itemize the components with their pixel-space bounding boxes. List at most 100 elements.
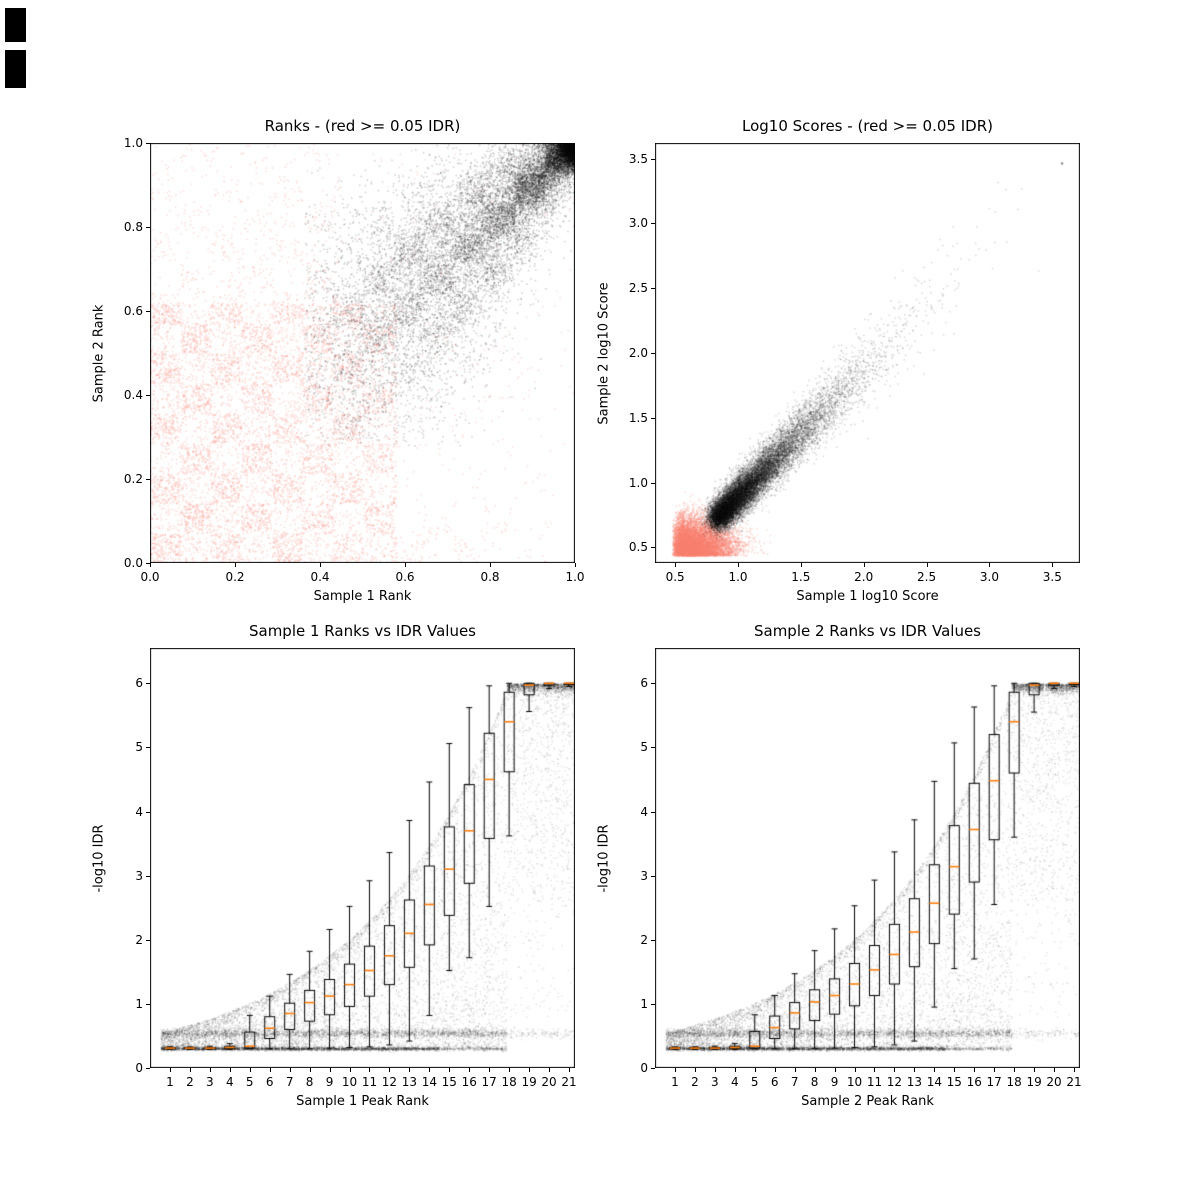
x-tick-label: 21 (1066, 1075, 1082, 1089)
x-tick-label: 2.0 (854, 570, 874, 584)
x-tick-mark (349, 1068, 351, 1072)
x-tick-mark (834, 1068, 836, 1072)
subplot-log10-scores: Log10 Scores - (red >= 0.05 IDR) Sample … (597, 117, 1080, 604)
y-tick-label: 2 (640, 932, 648, 947)
x-tick-mark (235, 563, 236, 567)
x-tick-mark (774, 1068, 776, 1072)
x-tick-label: 8 (305, 1075, 314, 1089)
x-tick-mark (209, 1068, 211, 1072)
x-tick-label: 14 (926, 1075, 942, 1089)
y-tick-label: 1.0 (628, 475, 648, 490)
x-tick-mark (549, 1068, 551, 1072)
x-tick-mark (229, 1068, 231, 1072)
y-tick-label: 0.5 (628, 540, 648, 555)
y-tick-mark (146, 939, 150, 941)
y-axis-label: Sample 2 Rank (91, 304, 107, 402)
y-tick-label: 1.0 (123, 136, 143, 150)
x-tick-label: 16 (966, 1075, 982, 1089)
y-tick-mark (146, 683, 150, 685)
x-tick-mark (934, 1068, 936, 1072)
y-tick-mark (651, 417, 655, 419)
y-tick-mark (146, 227, 150, 228)
y-tick-label: 0.0 (123, 556, 143, 570)
y-tick-label: 3 (640, 868, 648, 883)
y-tick-mark (651, 547, 655, 549)
y-tick-label: 1 (135, 996, 143, 1011)
plot-title: Sample 1 Ranks vs IDR Values (248, 622, 476, 640)
subplot-sample2-idr: Sample 2 Ranks vs IDR Values -log10 IDR … (597, 622, 1082, 1109)
x-tick-label: 3.0 (979, 570, 999, 584)
y-tick-label: 0.8 (123, 220, 143, 234)
x-tick-label: 14 (421, 1075, 437, 1089)
y-tick-mark (651, 353, 655, 354)
x-tick-label: 12 (381, 1075, 398, 1089)
x-tick-label: 19 (521, 1075, 537, 1089)
y-tick-mark (651, 939, 655, 941)
y-tick-label: 0.6 (123, 304, 143, 318)
y-tick-label: 0 (640, 1061, 648, 1075)
x-tick-mark (794, 1068, 796, 1072)
x-tick-mark (737, 563, 739, 567)
plot-title: Log10 Scores - (red >= 0.05 IDR) (742, 117, 993, 135)
x-tick-mark (189, 1068, 191, 1072)
x-tick-label: 4 (225, 1075, 234, 1089)
x-tick-mark (974, 1068, 976, 1072)
x-tick-mark (926, 563, 928, 567)
y-tick-mark (651, 288, 655, 290)
x-tick-label: 9 (830, 1075, 839, 1089)
y-tick-label: 0.2 (123, 472, 143, 486)
y-tick-mark (651, 875, 655, 877)
x-tick-label: 11 (361, 1075, 378, 1089)
x-tick-mark (309, 1068, 311, 1072)
x-tick-label: 10 (846, 1075, 863, 1089)
x-tick-mark (994, 1068, 996, 1072)
y-axis-label: Sample 2 log10 Score (596, 281, 612, 425)
y-tick-label: 0 (135, 1061, 143, 1075)
sample1-idr-canvas (150, 648, 575, 1068)
x-tick-label: 10 (341, 1075, 358, 1089)
x-tick-mark (1014, 1068, 1016, 1072)
x-tick-label: 0.6 (395, 570, 415, 584)
x-tick-label: 5 (245, 1075, 254, 1089)
y-tick-label: 2.5 (628, 281, 648, 296)
x-tick-mark (675, 563, 677, 567)
x-tick-label: 18 (501, 1075, 517, 1089)
y-tick-mark (146, 311, 150, 312)
screen-corner-artifact (5, 50, 26, 88)
y-tick-mark (146, 563, 150, 564)
x-tick-label: 1 (166, 1075, 174, 1089)
x-tick-label: 16 (461, 1075, 477, 1089)
y-tick-mark (651, 1003, 655, 1005)
x-axis-label: Sample 1 Peak Rank (296, 1094, 429, 1109)
x-tick-mark (490, 563, 491, 567)
y-tick-label: 0.4 (123, 388, 143, 402)
x-tick-mark (369, 1068, 371, 1072)
x-tick-mark (800, 563, 802, 567)
x-tick-label: 20 (1046, 1075, 1062, 1089)
x-tick-label: 17 (986, 1075, 1002, 1089)
y-tick-label: 3.0 (628, 216, 648, 231)
y-tick-label: 4 (135, 804, 143, 819)
x-tick-label: 7 (790, 1075, 799, 1089)
y-tick-mark (146, 143, 150, 144)
x-tick-mark (320, 563, 321, 567)
x-tick-label: 3 (711, 1075, 719, 1089)
x-tick-mark (405, 563, 406, 567)
x-tick-label: 9 (325, 1075, 334, 1089)
y-tick-mark (146, 395, 150, 396)
x-tick-mark (714, 1068, 716, 1072)
subplot-ranks: Ranks - (red >= 0.05 IDR) Sample 2 Rank … (92, 117, 585, 604)
x-tick-label: 15 (946, 1075, 962, 1089)
x-tick-mark (489, 1068, 491, 1072)
y-axis-label: -log10 IDR (596, 823, 612, 893)
x-tick-label: 2.5 (917, 570, 937, 584)
x-axis-label: Sample 2 Peak Rank (801, 1094, 934, 1109)
x-tick-mark (1034, 1068, 1036, 1072)
x-axis-label: Sample 1 Rank (313, 589, 412, 604)
x-tick-label: 0.2 (225, 570, 245, 584)
plot-title: Sample 2 Ranks vs IDR Values (753, 622, 981, 640)
x-tick-mark (754, 1068, 756, 1072)
x-tick-mark (429, 1068, 431, 1072)
y-tick-label: 5 (135, 740, 143, 755)
